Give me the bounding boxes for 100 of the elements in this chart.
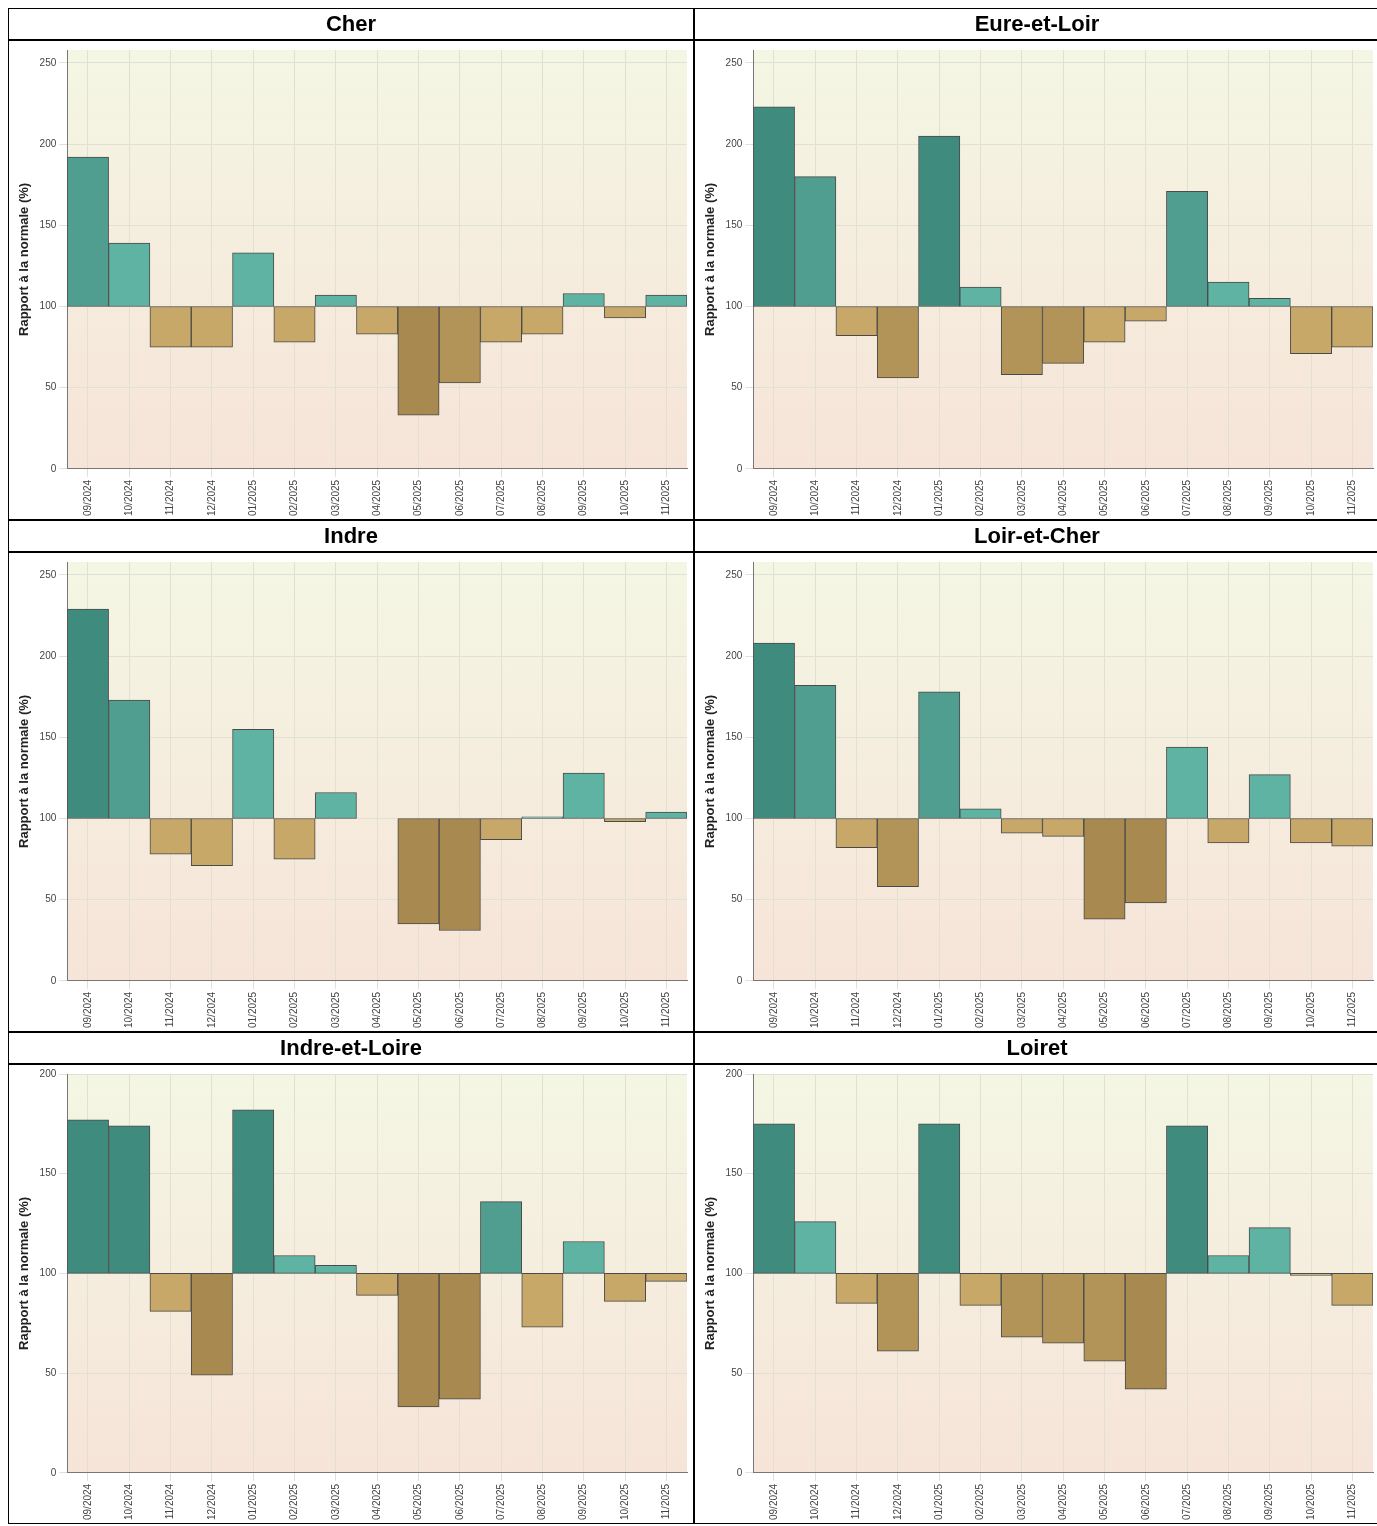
x-tick-label: 04/2025 bbox=[1056, 479, 1068, 517]
y-axis-title: Rapport à la normale (%) bbox=[16, 694, 32, 848]
x-tick-label: 06/2025 bbox=[453, 479, 465, 517]
y-tick-label: 100 bbox=[39, 300, 57, 312]
y-tick-label: 200 bbox=[725, 137, 743, 149]
x-tick-label: 04/2025 bbox=[1056, 991, 1068, 1029]
x-tick-label: 07/2025 bbox=[494, 1483, 506, 1521]
y-tick-label: 50 bbox=[45, 893, 57, 905]
x-tick-label: 05/2025 bbox=[412, 991, 424, 1029]
x-tick-label: 04/2025 bbox=[1056, 1483, 1068, 1521]
x-tick-label: 08/2025 bbox=[1222, 991, 1234, 1029]
x-tick-label: 08/2025 bbox=[1222, 479, 1234, 517]
y-axis-title: Rapport à la normale (%) bbox=[702, 1196, 718, 1350]
x-tick-label: 10/2024 bbox=[123, 479, 135, 517]
x-tick-label: 01/2025 bbox=[246, 991, 258, 1029]
y-tick-label: 100 bbox=[39, 812, 57, 824]
x-tick-label: 01/2025 bbox=[932, 479, 944, 517]
x-tick-label: 04/2025 bbox=[370, 991, 382, 1029]
x-tick-label: 09/2025 bbox=[577, 1483, 589, 1521]
y-tick-label: 0 bbox=[50, 462, 57, 474]
y-tick-label: 50 bbox=[45, 1366, 57, 1378]
chart-title: Indre-et-Loire bbox=[9, 1033, 693, 1065]
x-tick-label: 12/2024 bbox=[891, 479, 903, 517]
x-tick-label: 04/2025 bbox=[370, 479, 382, 517]
y-tick-label: 0 bbox=[736, 1466, 743, 1478]
x-tick-label: 10/2024 bbox=[123, 1483, 135, 1521]
y-tick-label: 250 bbox=[39, 568, 57, 580]
x-tick-label: 11/2024 bbox=[164, 1483, 176, 1520]
x-tick-label: 02/2025 bbox=[974, 1483, 986, 1521]
x-tick-label: 03/2025 bbox=[1015, 991, 1027, 1029]
y-tick-label: 250 bbox=[725, 56, 743, 68]
x-tick-label: 09/2025 bbox=[1263, 479, 1275, 517]
x-tick-label: 10/2024 bbox=[809, 991, 821, 1029]
x-tick-label: 11/2024 bbox=[164, 479, 176, 516]
x-tick-label: 06/2025 bbox=[453, 991, 465, 1029]
x-tick-label: 01/2025 bbox=[932, 1483, 944, 1521]
y-tick-label: 150 bbox=[39, 219, 57, 231]
x-tick-label: 06/2025 bbox=[1139, 479, 1151, 517]
y-tick-label: 150 bbox=[725, 731, 743, 743]
y-tick-label: 150 bbox=[725, 1167, 743, 1179]
y-tick-label: 150 bbox=[39, 731, 57, 743]
x-tick-label: 12/2024 bbox=[205, 1483, 217, 1521]
y-tick-label: 200 bbox=[725, 1067, 743, 1079]
y-tick-label: 200 bbox=[39, 1067, 57, 1079]
x-tick-label: 09/2024 bbox=[81, 991, 93, 1029]
x-tick-label: 08/2025 bbox=[1222, 1483, 1234, 1521]
x-tick-label: 02/2025 bbox=[288, 479, 300, 517]
x-tick-label: 03/2025 bbox=[329, 991, 341, 1029]
y-tick-label: 50 bbox=[731, 381, 743, 393]
x-tick-label: 07/2025 bbox=[494, 479, 506, 517]
x-tick-label: 10/2024 bbox=[809, 479, 821, 517]
x-tick-label: 09/2024 bbox=[767, 1483, 779, 1521]
x-tick-label: 09/2024 bbox=[81, 1483, 93, 1521]
x-tick-label: 09/2024 bbox=[767, 479, 779, 517]
chart-title: Loir-et-Cher bbox=[695, 521, 1377, 553]
x-tick-label: 02/2025 bbox=[974, 479, 986, 517]
x-tick-label: 10/2025 bbox=[1304, 991, 1316, 1029]
x-tick-label: 03/2025 bbox=[1015, 1483, 1027, 1521]
y-tick-label: 0 bbox=[736, 462, 743, 474]
x-tick-label: 08/2025 bbox=[536, 1483, 548, 1521]
x-tick-label: 07/2025 bbox=[494, 991, 506, 1029]
x-tick-label: 11/2025 bbox=[1346, 991, 1358, 1028]
x-tick-label: 06/2025 bbox=[1139, 991, 1151, 1029]
x-tick-label: 11/2024 bbox=[850, 1483, 862, 1520]
x-tick-label: 06/2025 bbox=[453, 1483, 465, 1521]
y-tick-label: 0 bbox=[50, 974, 57, 986]
x-tick-label: 04/2025 bbox=[370, 1483, 382, 1521]
x-tick-label: 09/2025 bbox=[577, 479, 589, 517]
y-axis-title: Rapport à la normale (%) bbox=[702, 182, 718, 336]
chart-title: Cher bbox=[9, 9, 693, 41]
x-tick-label: 11/2025 bbox=[1346, 1483, 1358, 1520]
y-tick-label: 50 bbox=[731, 893, 743, 905]
y-tick-label: 0 bbox=[50, 1466, 57, 1478]
x-tick-label: 10/2025 bbox=[618, 1483, 630, 1521]
x-tick-label: 09/2024 bbox=[81, 479, 93, 517]
y-tick-label: 100 bbox=[39, 1267, 57, 1279]
x-tick-label: 08/2025 bbox=[536, 479, 548, 517]
x-tick-label: 03/2025 bbox=[1015, 479, 1027, 517]
x-tick-label: 07/2025 bbox=[1180, 991, 1192, 1029]
x-tick-label: 03/2025 bbox=[329, 1483, 341, 1521]
x-tick-label: 11/2025 bbox=[660, 991, 672, 1028]
x-tick-label: 05/2025 bbox=[412, 1483, 424, 1521]
x-tick-label: 10/2024 bbox=[809, 1483, 821, 1521]
x-tick-label: 07/2025 bbox=[1180, 479, 1192, 517]
x-tick-label: 10/2024 bbox=[123, 991, 135, 1029]
x-tick-label: 10/2025 bbox=[618, 479, 630, 517]
x-tick-label: 11/2024 bbox=[164, 991, 176, 1028]
chart-title: Eure-et-Loir bbox=[695, 9, 1377, 41]
y-axis-title: Rapport à la normale (%) bbox=[16, 1196, 32, 1350]
x-tick-label: 12/2024 bbox=[205, 479, 217, 517]
x-tick-label: 02/2025 bbox=[288, 991, 300, 1029]
y-axis-title: Rapport à la normale (%) bbox=[702, 694, 718, 848]
x-tick-label: 11/2025 bbox=[660, 1483, 672, 1520]
x-tick-label: 10/2025 bbox=[618, 991, 630, 1029]
y-tick-label: 250 bbox=[39, 56, 57, 68]
x-tick-label: 09/2025 bbox=[1263, 991, 1275, 1029]
x-tick-label: 02/2025 bbox=[288, 1483, 300, 1521]
x-tick-label: 01/2025 bbox=[246, 1483, 258, 1521]
x-tick-label: 11/2025 bbox=[1346, 479, 1358, 516]
x-tick-label: 06/2025 bbox=[1139, 1483, 1151, 1521]
